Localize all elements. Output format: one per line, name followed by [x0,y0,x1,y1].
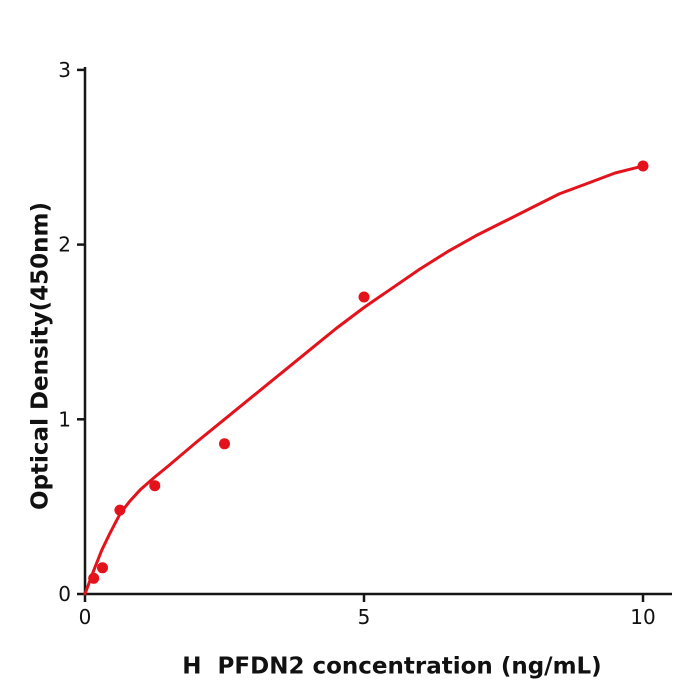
data-point-marker [88,572,100,584]
data-point-marker [149,480,161,492]
y-axis-title: Optical Density(450nm) [27,202,54,510]
x-tick-label: 10 [630,605,655,629]
data-point-marker [219,438,230,450]
data-point-marker [358,291,370,303]
y-tick-label: 2 [58,233,71,257]
fit-curve-line [83,164,645,596]
data-point-marker [114,504,126,516]
y-tick-label: 1 [58,407,71,431]
x-tick-label: 0 [79,605,92,629]
x-tick-label: 5 [358,605,371,629]
y-tick-label: 0 [58,582,71,606]
data-point-marker [97,562,108,574]
data-point-marker [637,160,649,172]
x-axis-title: H PFDN2 concentration (ng/mL) [182,653,602,680]
y-tick-label: 3 [58,58,71,82]
